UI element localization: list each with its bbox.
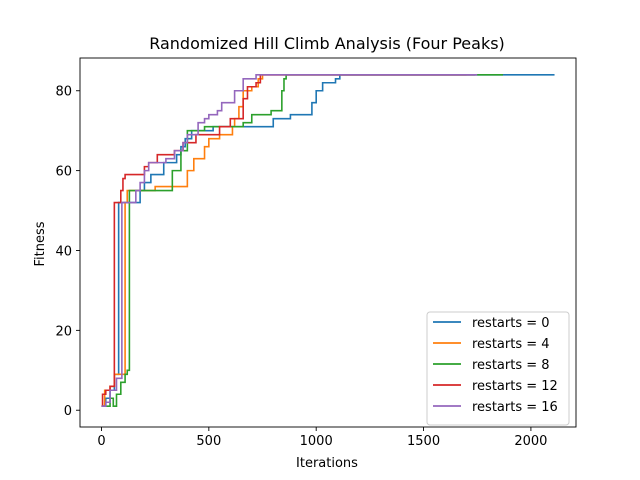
series-line-2 [101,73,503,408]
legend-label-4: restarts = 16 [472,400,558,415]
y-axis-label: Fitness [33,221,48,266]
series-line-3 [101,73,476,408]
legend-label-3: restarts = 12 [472,379,558,394]
x-axis-label: Iterations [296,456,358,471]
legend: restarts = 0 restarts = 4 restarts = 8 rest… [426,311,570,426]
y-tick-label-3: 60 [55,165,72,180]
y-tick-label-1: 20 [55,324,72,339]
x-tick-label-1: 500 [196,434,221,449]
x-tick-label-3: 1500 [407,434,440,449]
y-tick-label-0: 0 [64,404,72,419]
legend-label-2: restarts = 8 [472,358,550,373]
y-tick-label-4: 80 [55,85,72,100]
y-tick-label-2: 40 [55,244,72,259]
axes-frame [79,57,577,428]
series-line-1 [101,73,467,408]
legend-box [426,311,570,426]
x-tick-label-4: 2000 [514,434,547,449]
legend-label-0: restarts = 0 [472,316,550,331]
chart-title: Randomized Hill Climb Analysis (Four Pea… [149,34,505,53]
legend-label-1: restarts = 4 [472,337,550,352]
plot-area [79,57,577,428]
x-tick-label-0: 0 [97,434,105,449]
x-tick-label-2: 1000 [300,434,333,449]
y-axis: 0 20 40 60 80 [55,85,80,419]
series-line-4 [101,73,478,408]
x-axis: 0 500 1000 1500 2000 [97,427,547,449]
